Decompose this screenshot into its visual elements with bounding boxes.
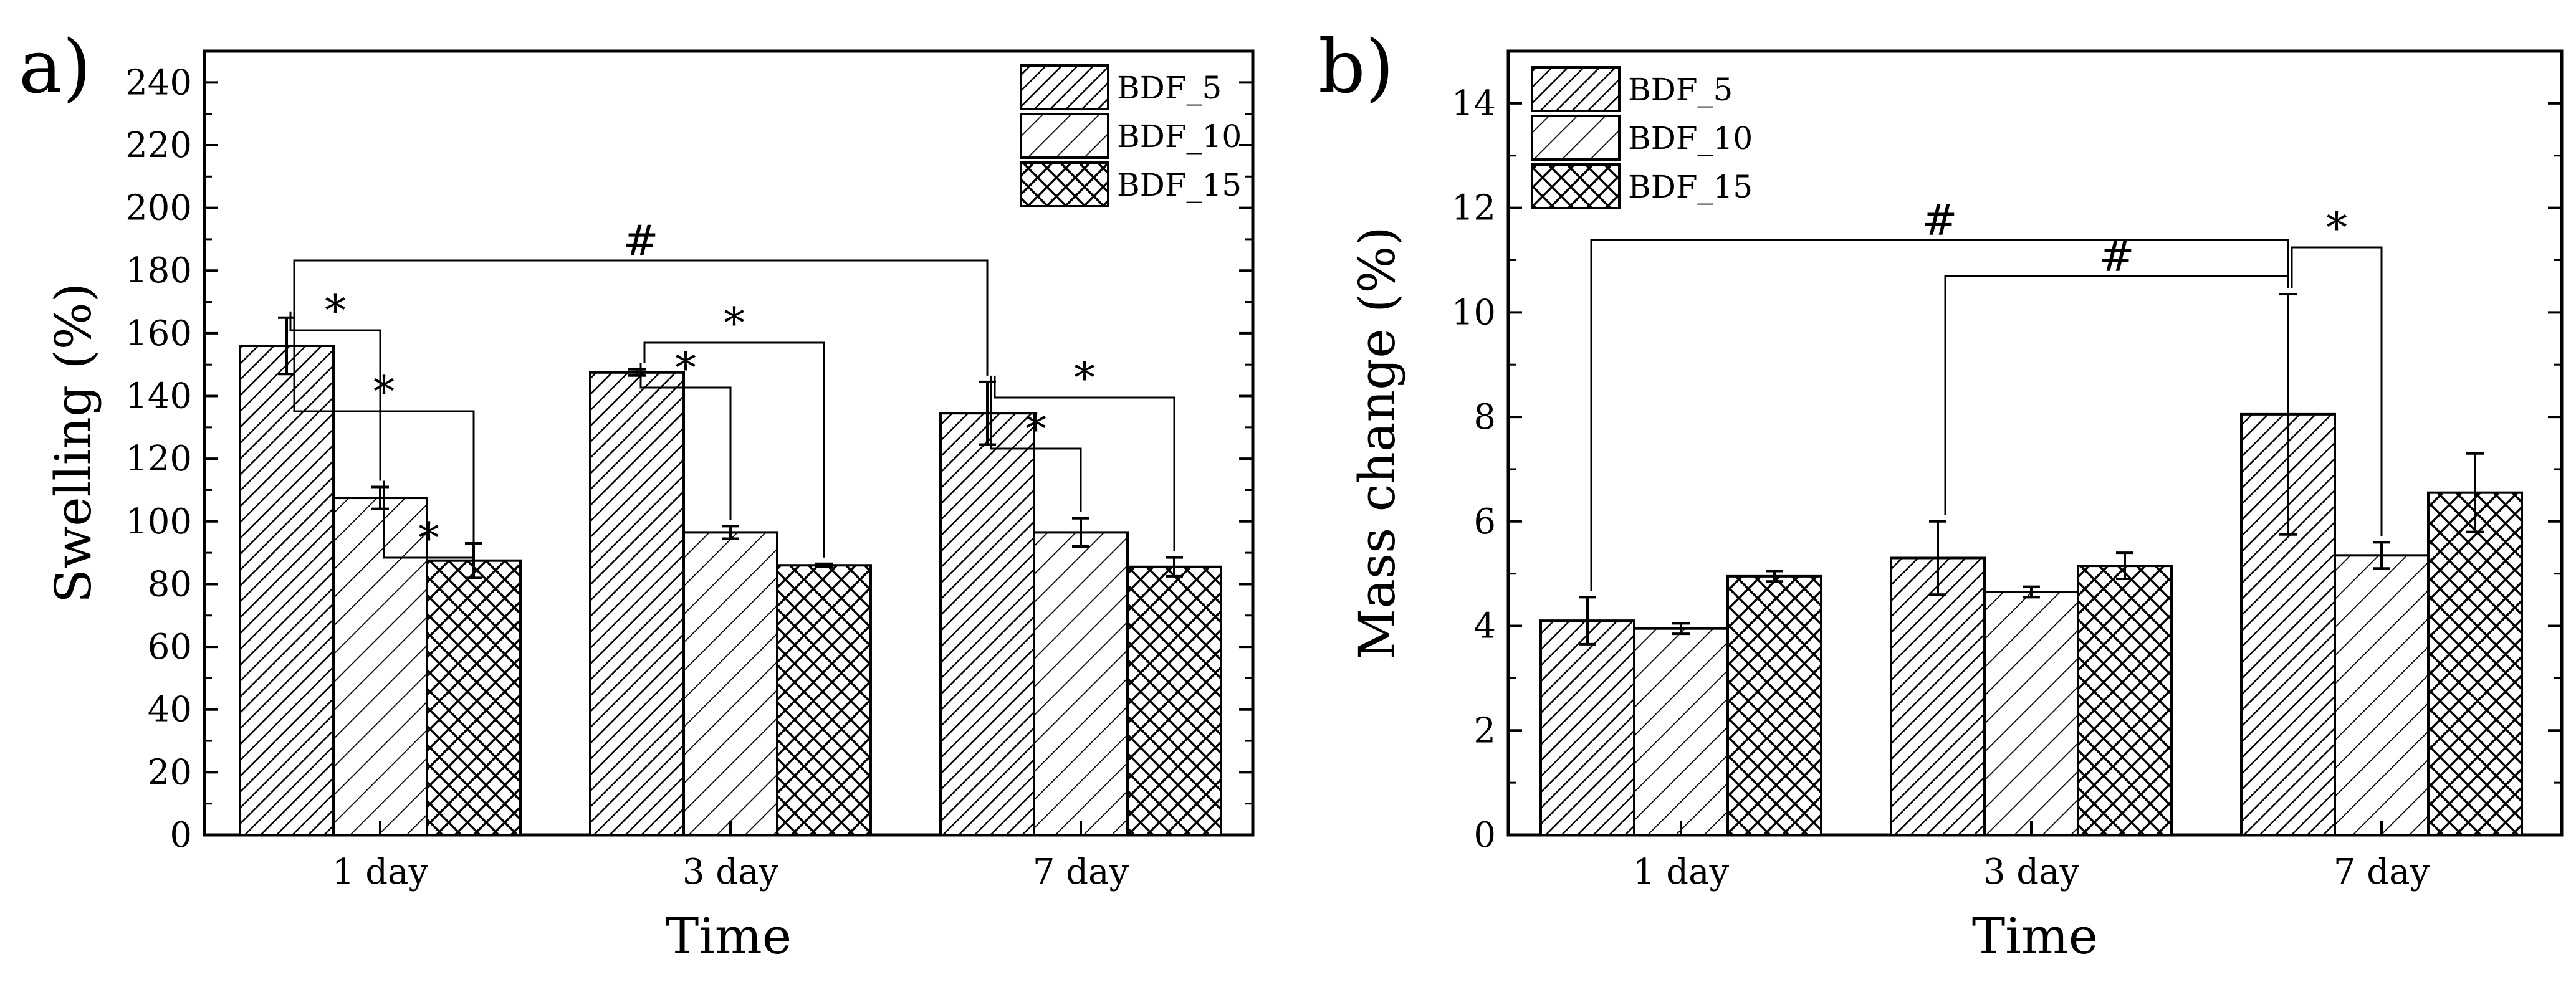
legend-swatch-bdf-5 — [1020, 64, 1109, 110]
legend-label-bdf-10: BDF_10 — [1117, 118, 1242, 155]
y-tick-label: 6 — [1473, 502, 1496, 542]
legend: BDF_5 BDF_10 BDF_15 — [1531, 66, 1753, 209]
significance-marker: # — [623, 217, 659, 266]
significance-marker: # — [2099, 232, 2135, 282]
legend-label-bdf-5: BDF_5 — [1117, 70, 1222, 106]
significance-bracket — [639, 363, 732, 520]
y-tick-label: 4 — [1473, 606, 1496, 647]
bar-bdf-5 — [1539, 619, 1635, 836]
legend-swatch-bdf-15 — [1531, 163, 1621, 209]
bar-bdf-5 — [589, 371, 685, 836]
bar-bdf-10 — [1633, 627, 1729, 837]
y-tick-label: 40 — [148, 690, 192, 730]
significance-marker: * — [418, 514, 439, 563]
legend-label-bdf-10: BDF_10 — [1628, 120, 1753, 156]
bar-bdf-15 — [1126, 565, 1222, 836]
bars — [239, 316, 1222, 836]
significance-bracket — [994, 375, 1175, 551]
panel-label-b: b) — [1318, 24, 1394, 110]
y-tick-label: 80 — [148, 564, 192, 604]
y-tick-label: 0 — [170, 815, 192, 856]
y-tick-label: 240 — [125, 62, 192, 103]
y-tick-label: 220 — [125, 125, 192, 166]
bar-bdf-10 — [1033, 531, 1129, 836]
legend-swatch-bdf-10 — [1531, 115, 1621, 161]
x-tick-label: 7 day — [2334, 852, 2430, 892]
bar-bdf-15 — [2427, 491, 2523, 836]
significance-marker: * — [325, 287, 346, 336]
y-tick-label: 140 — [125, 376, 192, 417]
legend: BDF_5 BDF_10 BDF_15 — [1020, 64, 1242, 207]
bar-bdf-10 — [682, 531, 778, 836]
significance-brackets: # # * — [1590, 196, 2383, 591]
bar-bdf-5 — [1890, 556, 1986, 836]
legend-label-bdf-15: BDF_15 — [1117, 167, 1242, 203]
x-tick-label: 3 day — [682, 852, 779, 892]
significance-bracket — [293, 259, 989, 376]
significance-bracket — [1590, 239, 2289, 591]
y-axis-title: Swelling (%) — [44, 283, 102, 603]
significance-brackets: * * * # * * * * — [289, 217, 1175, 563]
y-axis-title: Mass change (%) — [1348, 226, 1406, 659]
legend-swatch-bdf-5 — [1531, 66, 1621, 112]
significance-bracket — [2291, 246, 2383, 536]
x-tick-label: 1 day — [1633, 852, 1730, 892]
bar-bdf-5 — [939, 412, 1035, 836]
significance-marker: * — [1074, 354, 1095, 403]
y-tick-label: 8 — [1473, 397, 1496, 437]
bar-bdf-10 — [1983, 591, 2079, 837]
bar-bdf-15 — [776, 564, 872, 836]
bar-bdf-10 — [2334, 554, 2430, 837]
y-axis: 0 20 40 60 80 100 120 140 160 180 200 220 240 — [125, 62, 1253, 856]
legend-label-bdf-5: BDF_5 — [1628, 72, 1733, 108]
y-tick-label: 0 — [1473, 815, 1496, 856]
x-axis-title: Time — [666, 907, 792, 965]
significance-bracket — [990, 375, 1082, 512]
y-axis: 0 2 4 6 8 10 12 14 — [1452, 83, 2562, 856]
significance-marker: # — [1922, 196, 1958, 245]
legend-swatch-bdf-15 — [1020, 161, 1109, 207]
y-tick-label: 20 — [148, 752, 192, 793]
bars — [1539, 292, 2523, 837]
significance-marker: * — [2326, 204, 2347, 253]
x-axis: 1 day 3 day 7 day — [332, 821, 1129, 892]
significance-marker: * — [1025, 405, 1046, 454]
panel-label-a: a) — [19, 24, 91, 110]
bar-bdf-15 — [2077, 565, 2173, 836]
y-tick-label: 10 — [1452, 292, 1496, 333]
significance-bracket — [293, 311, 475, 538]
significance-marker: * — [675, 344, 696, 393]
swelling-chart: a) Swelling (%) Time 0 20 40 60 80 100 120 140 1… — [19, 24, 1255, 965]
y-tick-label: 160 — [125, 313, 192, 354]
legend-swatch-bdf-10 — [1020, 113, 1109, 159]
x-axis-title: Time — [1972, 907, 2098, 965]
significance-marker: * — [373, 368, 395, 417]
significance-bracket — [383, 480, 475, 559]
y-tick-label: 100 — [125, 502, 192, 542]
x-tick-label: 1 day — [332, 852, 429, 892]
significance-bracket — [1944, 275, 2289, 515]
significance-marker: * — [724, 299, 745, 348]
x-tick-label: 7 day — [1033, 852, 1129, 892]
bar-bdf-15 — [426, 559, 522, 836]
bar-bdf-5 — [239, 345, 335, 836]
bar-bdf-15 — [1726, 574, 1822, 836]
significance-bracket — [643, 341, 825, 558]
x-axis: 1 day 3 day 7 day — [1633, 821, 2430, 892]
significance-bracket — [289, 311, 381, 481]
y-tick-label: 12 — [1452, 188, 1496, 229]
y-tick-label: 120 — [125, 439, 192, 479]
y-tick-label: 60 — [148, 627, 192, 667]
y-tick-label: 180 — [125, 250, 192, 291]
y-tick-label: 200 — [125, 188, 192, 229]
y-tick-label: 14 — [1452, 83, 1496, 124]
y-tick-label: 2 — [1473, 710, 1496, 751]
x-tick-label: 3 day — [1983, 852, 2080, 892]
legend-label-bdf-15: BDF_15 — [1628, 169, 1753, 205]
bar-bdf-10 — [332, 497, 428, 836]
